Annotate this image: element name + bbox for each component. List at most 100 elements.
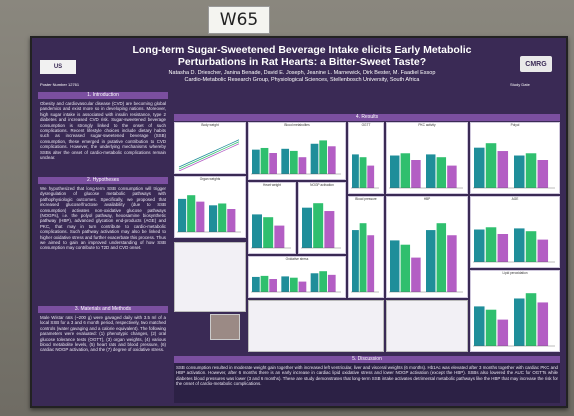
bar: [367, 235, 375, 292]
figure-plot: [251, 271, 341, 293]
bar: [447, 165, 457, 188]
bar: [252, 214, 262, 248]
summary-table: [174, 242, 246, 312]
figure-card: NOGP activation: [298, 182, 346, 254]
bar: [298, 157, 307, 174]
hypothesis-heading: 2. Hypotheses: [38, 177, 168, 184]
bar: [400, 244, 411, 292]
bar: [310, 273, 319, 292]
bar: [252, 276, 260, 292]
bar: [327, 146, 336, 174]
bar: [525, 153, 537, 188]
bar: [474, 147, 485, 188]
results-header: 4. Results: [174, 114, 560, 121]
rat-photo: [210, 314, 240, 340]
bar: [474, 306, 485, 346]
authors-line: Natasha D. Driescher, Janina Benade, Dav…: [168, 70, 436, 76]
hypothesis-body: We hypothesized that long-term SSB consu…: [40, 186, 166, 251]
bar: [426, 154, 436, 188]
figure-card: Heart weight: [248, 182, 296, 254]
bar: [367, 165, 375, 188]
bar: [269, 153, 277, 174]
bar: [196, 201, 205, 232]
bar: [274, 225, 285, 248]
bar: [537, 302, 549, 346]
bar: [537, 160, 549, 188]
bar: [263, 217, 274, 248]
figure-title: Heart weight: [263, 183, 281, 187]
figure-plot: [389, 153, 463, 189]
bar: [436, 157, 447, 188]
figure-plot: [351, 223, 379, 293]
group-logo: CMRG: [520, 56, 552, 72]
figure-title: Lipid peroxidation: [502, 271, 528, 275]
bar: [260, 275, 269, 292]
figure-card: PKC activity: [386, 122, 468, 194]
bar: [281, 276, 290, 292]
bar: [474, 229, 485, 262]
introduction-heading: 1. Introduction: [38, 92, 168, 99]
methods-heading: 3. Materials and Methods: [38, 306, 168, 313]
discussion-section: 5. Discussion SSB consumption resulted i…: [174, 356, 560, 403]
figure-plot: [473, 143, 555, 189]
figure-title: NOGP activation: [310, 183, 334, 187]
bar: [436, 223, 447, 292]
figure-title: Oxidative stress: [285, 257, 309, 261]
discussion-body: SSB consumption resulted in moderate wei…: [174, 363, 560, 403]
study-date: Study Date: [510, 82, 530, 87]
figure-card: Blood pressure: [348, 196, 384, 298]
figure-card: Body weight: [174, 122, 246, 174]
bar: [319, 140, 328, 174]
figure-title: AGE: [511, 197, 519, 201]
figure-card: AGE: [470, 196, 560, 268]
bar: [260, 147, 269, 174]
bar: [209, 205, 218, 232]
bar: [298, 281, 307, 292]
poster-authors: Natasha D. Driescher, Janina Benade, Dav…: [102, 70, 502, 84]
university-logo: US: [40, 60, 76, 74]
bar: [537, 239, 549, 262]
poster-tag-label: W65: [219, 10, 259, 30]
bar: [485, 143, 497, 188]
left-column: 1. Introduction Obesity and cardiovascul…: [38, 92, 168, 400]
bar: [310, 143, 319, 174]
poster-board: US Long-term Sugar-Sweetened Beverage In…: [30, 36, 568, 408]
figure-title: Body weight: [201, 123, 219, 127]
poster-title: Long-term Sugar-Sweetened Beverage Intak…: [132, 44, 472, 68]
figure-card: Oxidative stress: [248, 256, 346, 298]
bar: [514, 155, 525, 188]
bar: [352, 230, 359, 292]
methods-body: Male Wistar rats (~200 g) were gavaged d…: [40, 315, 166, 353]
bar: [252, 149, 260, 174]
bar: [289, 150, 298, 174]
figure-plot: [301, 203, 341, 249]
figure-plot: [177, 195, 241, 233]
figure-title: Organ weights: [199, 177, 221, 181]
bar: [485, 227, 497, 262]
bar: [497, 151, 509, 188]
bar: [352, 154, 359, 188]
bar: [411, 257, 421, 292]
data-table: [248, 300, 384, 352]
figure-plot: [473, 227, 555, 263]
figure-title: HBP: [423, 197, 431, 201]
bar: [447, 235, 457, 292]
series-line: [178, 143, 240, 171]
figure-plot: [251, 140, 341, 175]
bar: [281, 148, 290, 174]
bar: [514, 298, 525, 346]
figure-card: HBP: [386, 196, 468, 298]
figure-title: Blood pressure: [355, 197, 377, 201]
bar: [178, 198, 187, 232]
introduction-body: Obesity and cardiovascular disease (CVD)…: [40, 101, 166, 161]
bar: [400, 153, 411, 188]
figure-plot: [473, 293, 555, 347]
figure-plot: [251, 214, 291, 249]
bar: [269, 279, 277, 292]
figure-card: Polyol: [470, 122, 560, 194]
bar: [319, 271, 328, 292]
figure-card: Lipid peroxidation: [470, 270, 560, 352]
results-table: [386, 300, 468, 352]
figure-plot: [178, 139, 240, 171]
figure-card: OGTT: [348, 122, 384, 194]
